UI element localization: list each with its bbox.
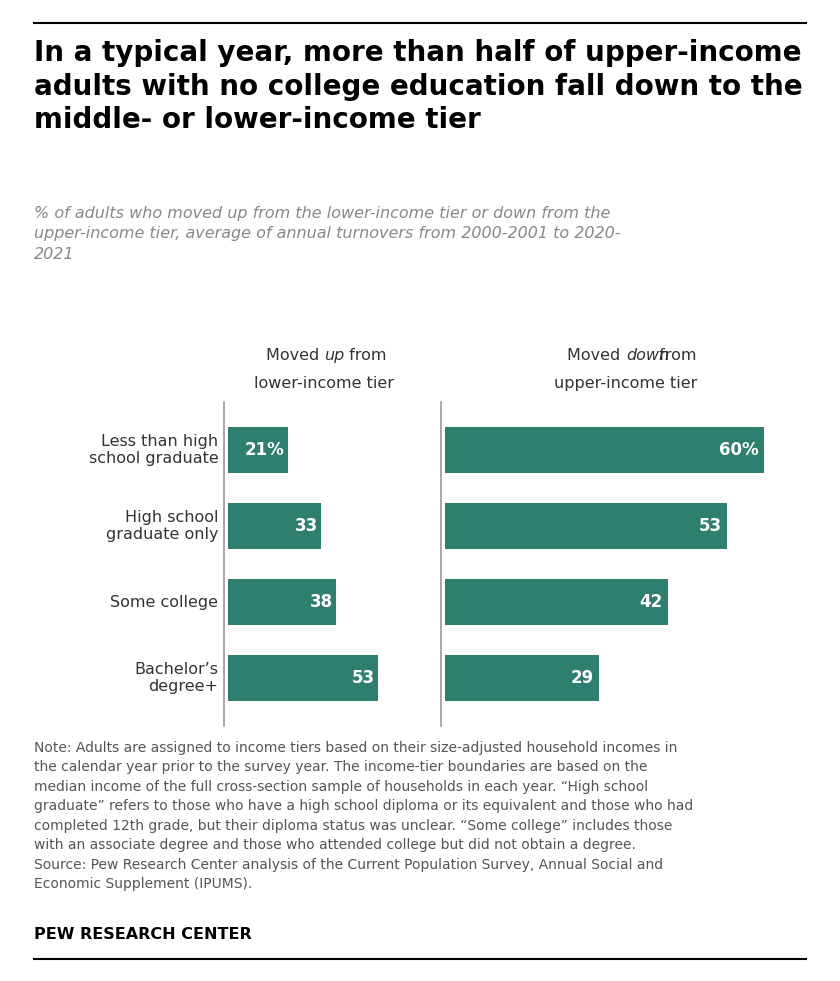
Bar	[445, 655, 599, 700]
Text: Some college: Some college	[110, 594, 218, 609]
Text: PEW RESEARCH CENTER: PEW RESEARCH CENTER	[34, 927, 251, 942]
Text: 21%: 21%	[245, 441, 285, 459]
Text: Moved: Moved	[266, 348, 324, 363]
Text: down: down	[626, 348, 669, 363]
Text: lower-income tier: lower-income tier	[255, 376, 394, 390]
Text: In a typical year, more than half of upper-income
adults with no college educati: In a typical year, more than half of upp…	[34, 39, 802, 134]
Text: 60%: 60%	[719, 441, 759, 459]
Bar	[445, 503, 727, 549]
Text: 29: 29	[570, 669, 594, 687]
Text: 33: 33	[296, 517, 318, 535]
Text: 53: 53	[698, 517, 722, 535]
Text: from: from	[654, 348, 696, 363]
Text: 42: 42	[640, 594, 663, 611]
Text: Bachelor’s
degree+: Bachelor’s degree+	[134, 662, 218, 695]
Bar	[228, 503, 322, 549]
Text: Note: Adults are assigned to income tiers based on their size-adjusted household: Note: Adults are assigned to income tier…	[34, 741, 693, 891]
Bar	[228, 655, 378, 700]
Text: % of adults who moved up from the lower-income tier or down from the
upper-incom: % of adults who moved up from the lower-…	[34, 206, 620, 262]
Bar	[445, 579, 669, 625]
Text: 38: 38	[310, 594, 333, 611]
Bar	[445, 428, 764, 473]
Text: from: from	[344, 348, 386, 363]
Text: 53: 53	[352, 669, 375, 687]
Text: upper-income tier: upper-income tier	[554, 376, 697, 390]
Bar	[228, 579, 335, 625]
Text: High school
graduate only: High school graduate only	[106, 510, 218, 542]
Text: Less than high
school graduate: Less than high school graduate	[89, 434, 218, 466]
Text: up: up	[324, 348, 344, 363]
Bar	[228, 428, 287, 473]
Text: Moved: Moved	[568, 348, 626, 363]
